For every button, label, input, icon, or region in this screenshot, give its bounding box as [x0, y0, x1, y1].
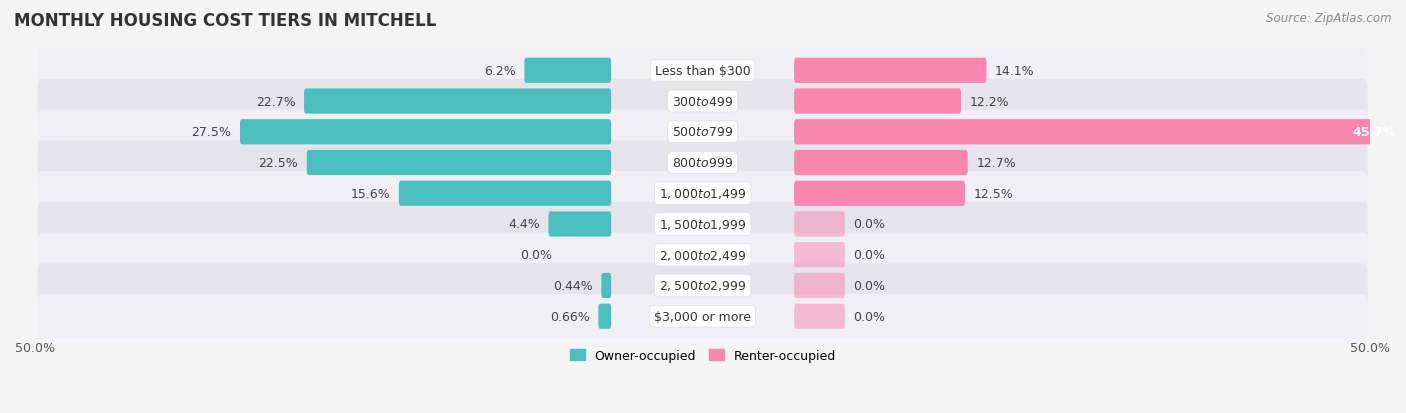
Text: $2,500 to $2,999: $2,500 to $2,999	[659, 279, 747, 293]
FancyBboxPatch shape	[599, 304, 612, 329]
Text: 22.7%: 22.7%	[256, 95, 295, 108]
FancyBboxPatch shape	[794, 212, 845, 237]
FancyBboxPatch shape	[38, 49, 1368, 93]
Text: 12.2%: 12.2%	[970, 95, 1010, 108]
FancyBboxPatch shape	[794, 59, 987, 84]
FancyBboxPatch shape	[304, 89, 612, 114]
FancyBboxPatch shape	[38, 233, 1368, 277]
FancyBboxPatch shape	[38, 80, 1368, 124]
FancyBboxPatch shape	[307, 151, 612, 176]
Text: 0.44%: 0.44%	[553, 279, 592, 292]
FancyBboxPatch shape	[794, 304, 845, 329]
Text: 6.2%: 6.2%	[484, 64, 516, 78]
Text: 0.0%: 0.0%	[520, 249, 551, 261]
FancyBboxPatch shape	[794, 181, 965, 206]
Text: 45.7%: 45.7%	[1353, 126, 1396, 139]
Text: MONTHLY HOUSING COST TIERS IN MITCHELL: MONTHLY HOUSING COST TIERS IN MITCHELL	[14, 12, 436, 30]
FancyBboxPatch shape	[38, 172, 1368, 216]
Text: Less than $300: Less than $300	[655, 64, 751, 78]
Text: 0.0%: 0.0%	[853, 218, 886, 231]
Text: Source: ZipAtlas.com: Source: ZipAtlas.com	[1267, 12, 1392, 25]
Text: 14.1%: 14.1%	[995, 64, 1035, 78]
Text: $1,500 to $1,999: $1,500 to $1,999	[659, 218, 747, 231]
FancyBboxPatch shape	[794, 120, 1406, 145]
FancyBboxPatch shape	[602, 273, 612, 298]
Text: 4.4%: 4.4%	[508, 218, 540, 231]
FancyBboxPatch shape	[524, 59, 612, 84]
FancyBboxPatch shape	[794, 273, 845, 298]
FancyBboxPatch shape	[794, 89, 962, 114]
Text: 0.0%: 0.0%	[853, 310, 886, 323]
FancyBboxPatch shape	[38, 264, 1368, 308]
Text: 27.5%: 27.5%	[191, 126, 232, 139]
FancyBboxPatch shape	[38, 110, 1368, 154]
Text: 22.5%: 22.5%	[259, 157, 298, 170]
Text: 0.0%: 0.0%	[853, 249, 886, 261]
Text: $3,000 or more: $3,000 or more	[654, 310, 751, 323]
FancyBboxPatch shape	[794, 151, 967, 176]
FancyBboxPatch shape	[548, 212, 612, 237]
Text: 12.5%: 12.5%	[974, 188, 1014, 200]
FancyBboxPatch shape	[399, 181, 612, 206]
Text: $500 to $799: $500 to $799	[672, 126, 734, 139]
FancyBboxPatch shape	[38, 141, 1368, 185]
Text: $800 to $999: $800 to $999	[672, 157, 734, 170]
FancyBboxPatch shape	[240, 120, 612, 145]
FancyBboxPatch shape	[794, 242, 845, 268]
FancyBboxPatch shape	[38, 294, 1368, 339]
Text: 0.66%: 0.66%	[550, 310, 589, 323]
Text: 0.0%: 0.0%	[853, 279, 886, 292]
Text: $1,000 to $1,499: $1,000 to $1,499	[659, 187, 747, 201]
Text: 15.6%: 15.6%	[350, 188, 391, 200]
Text: $300 to $499: $300 to $499	[672, 95, 734, 108]
Text: $2,000 to $2,499: $2,000 to $2,499	[659, 248, 747, 262]
FancyBboxPatch shape	[38, 202, 1368, 247]
Text: 12.7%: 12.7%	[976, 157, 1017, 170]
Legend: Owner-occupied, Renter-occupied: Owner-occupied, Renter-occupied	[565, 344, 841, 367]
